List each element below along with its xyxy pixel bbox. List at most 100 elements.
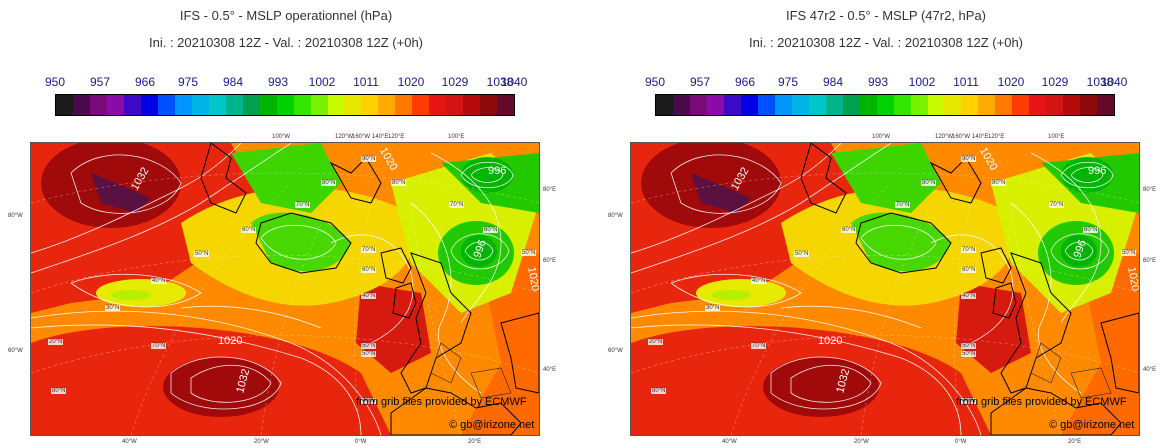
contour-label: 996: [488, 165, 507, 177]
colorbar-tick-label: 984: [822, 75, 844, 89]
colorbar-tick-label: 1002: [308, 75, 336, 89]
isobar-line: [770, 356, 882, 410]
graticule-line: [631, 172, 1139, 204]
isobar-line: [780, 305, 922, 329]
isobar-line: [470, 167, 504, 183]
latitude-label: 80°N: [991, 180, 1007, 186]
isobar-line: [1050, 233, 1110, 270]
longitude-label: 100°E: [1048, 134, 1065, 140]
isobar-line: [930, 234, 1014, 344]
coastline: [500, 312, 539, 394]
colorbar-swatch: [446, 95, 464, 115]
longitude-label: 120°E: [988, 134, 1005, 140]
mslp-field: [631, 143, 1139, 435]
colorbar-tick-label: 966: [734, 75, 756, 89]
latitude-label: 80°N: [921, 180, 937, 186]
coastline: [200, 143, 247, 214]
panel-subtitle: Ini. : 20210308 12Z - Val. : 20210308 12…: [748, 35, 1024, 50]
colorbar-swatch: [757, 95, 775, 115]
colorbar-swatch: [293, 95, 311, 115]
coastline: [392, 282, 417, 319]
isobar-line: [70, 273, 202, 308]
low-centre-arctic: [461, 157, 513, 193]
latitude-label: 70°N: [295, 202, 311, 208]
latitude-label: 70°N: [961, 247, 977, 253]
latitude-label: 60°N: [361, 267, 377, 273]
colorbar-tick-label: 966: [134, 75, 156, 89]
colorbar-swatch: [995, 95, 1013, 115]
panel-operational: IFS - 0.5° - MSLP operationnel (hPa) Ini…: [8, 8, 556, 445]
colorbar-tick-label: 1029: [1041, 75, 1069, 89]
isobar-line: [31, 143, 292, 274]
low-pressure-region-north: [831, 143, 941, 213]
latitude-label: 40°N: [751, 278, 767, 284]
colorbar: [655, 94, 1115, 116]
latitude-label: 40°N: [361, 293, 377, 299]
mslp-map: 1032 1020 1032 996 996 1020 1020 90°N 80°N 80°N 70…: [30, 142, 540, 436]
latitude-label: 40°N: [151, 278, 167, 284]
longitude-label: 140°E: [972, 134, 989, 140]
colorbar-swatch: [723, 95, 741, 115]
latitude-label: 80°N: [321, 180, 337, 186]
pressure-region-east: [461, 253, 539, 435]
top-longitude-labels: 100°W 120°W 160°W 140°E 120°E 100°E: [30, 134, 540, 142]
longitude-label: 140°E: [372, 134, 389, 140]
latitude-label: 90°N: [361, 156, 377, 162]
edge-coordinate-label: 40°E: [1143, 367, 1157, 373]
latitude-label: 70°N: [361, 247, 377, 253]
latitude-label: 40°N: [961, 293, 977, 299]
edge-coordinate-label: 20°E: [468, 439, 482, 445]
graticule-line: [260, 202, 332, 435]
coastline: [929, 157, 982, 204]
isobar-line: [330, 234, 414, 344]
coastline: [380, 247, 412, 284]
colorbar-swatch: [689, 95, 707, 115]
coastline: [800, 143, 847, 214]
isobar-line: [790, 364, 872, 403]
longitude-label: 120°W: [335, 134, 354, 140]
latitude-label: 50°N: [961, 351, 977, 357]
colorbar-tick-label: 1011: [353, 75, 379, 89]
graticule-line: [860, 202, 932, 435]
colorbar-swatch: [429, 95, 447, 115]
latitude-label: 60°N: [961, 267, 977, 273]
colorbar-swatch: [1080, 95, 1098, 115]
colorbar-tick-label: 1038: [486, 75, 514, 89]
latitude-label: 60°N: [483, 227, 499, 233]
latitude-label: 40°N: [961, 398, 977, 404]
latitude-label: 50°N: [361, 351, 377, 357]
colorbar-swatch: [242, 95, 260, 115]
isobar-line: [670, 154, 782, 214]
colorbar-swatch: [859, 95, 877, 115]
latitude-label: 70°N: [449, 202, 465, 208]
colorbar-swatch: [157, 95, 175, 115]
isobar-line: [31, 143, 242, 254]
colorbar-tick-label: 1038: [1086, 75, 1114, 89]
isobar-line: [460, 162, 514, 189]
latitude-label: 90°N: [961, 156, 977, 162]
latitude-label: 30°N: [105, 305, 121, 311]
latitude-label: 30°N: [705, 305, 721, 311]
longitude-label: 100°W: [272, 134, 291, 140]
isobar-line: [464, 241, 494, 261]
colorbar-swatch: [978, 95, 996, 115]
colorbar-swatch: [56, 95, 73, 115]
country-border: [1030, 342, 1062, 384]
colorbar-swatch: [72, 95, 90, 115]
latitude-label: 50°N: [961, 343, 977, 349]
graticule-line: [130, 182, 292, 435]
isobar-line: [260, 224, 337, 260]
colorbar-tick-label: 1029: [441, 75, 469, 89]
colorbar-swatch: [395, 95, 413, 115]
latitude-label: 20°N: [648, 339, 664, 345]
isobar-line: [1060, 162, 1114, 189]
longitude-label: 100°W: [872, 134, 891, 140]
low-pressure-region-greenland: [851, 212, 951, 272]
colorbar-tick-label: 984: [222, 75, 244, 89]
colorbar-swatch: [944, 95, 962, 115]
edge-coordinate-label: 20°W: [254, 439, 269, 445]
top-longitude-labels: 100°W 120°W 160°W 140°E 120°E 100°E: [630, 134, 1140, 142]
colorbar-swatch: [497, 95, 515, 115]
isobar-line: [1030, 152, 1102, 324]
colorbar-tick-label: 957: [689, 75, 711, 89]
